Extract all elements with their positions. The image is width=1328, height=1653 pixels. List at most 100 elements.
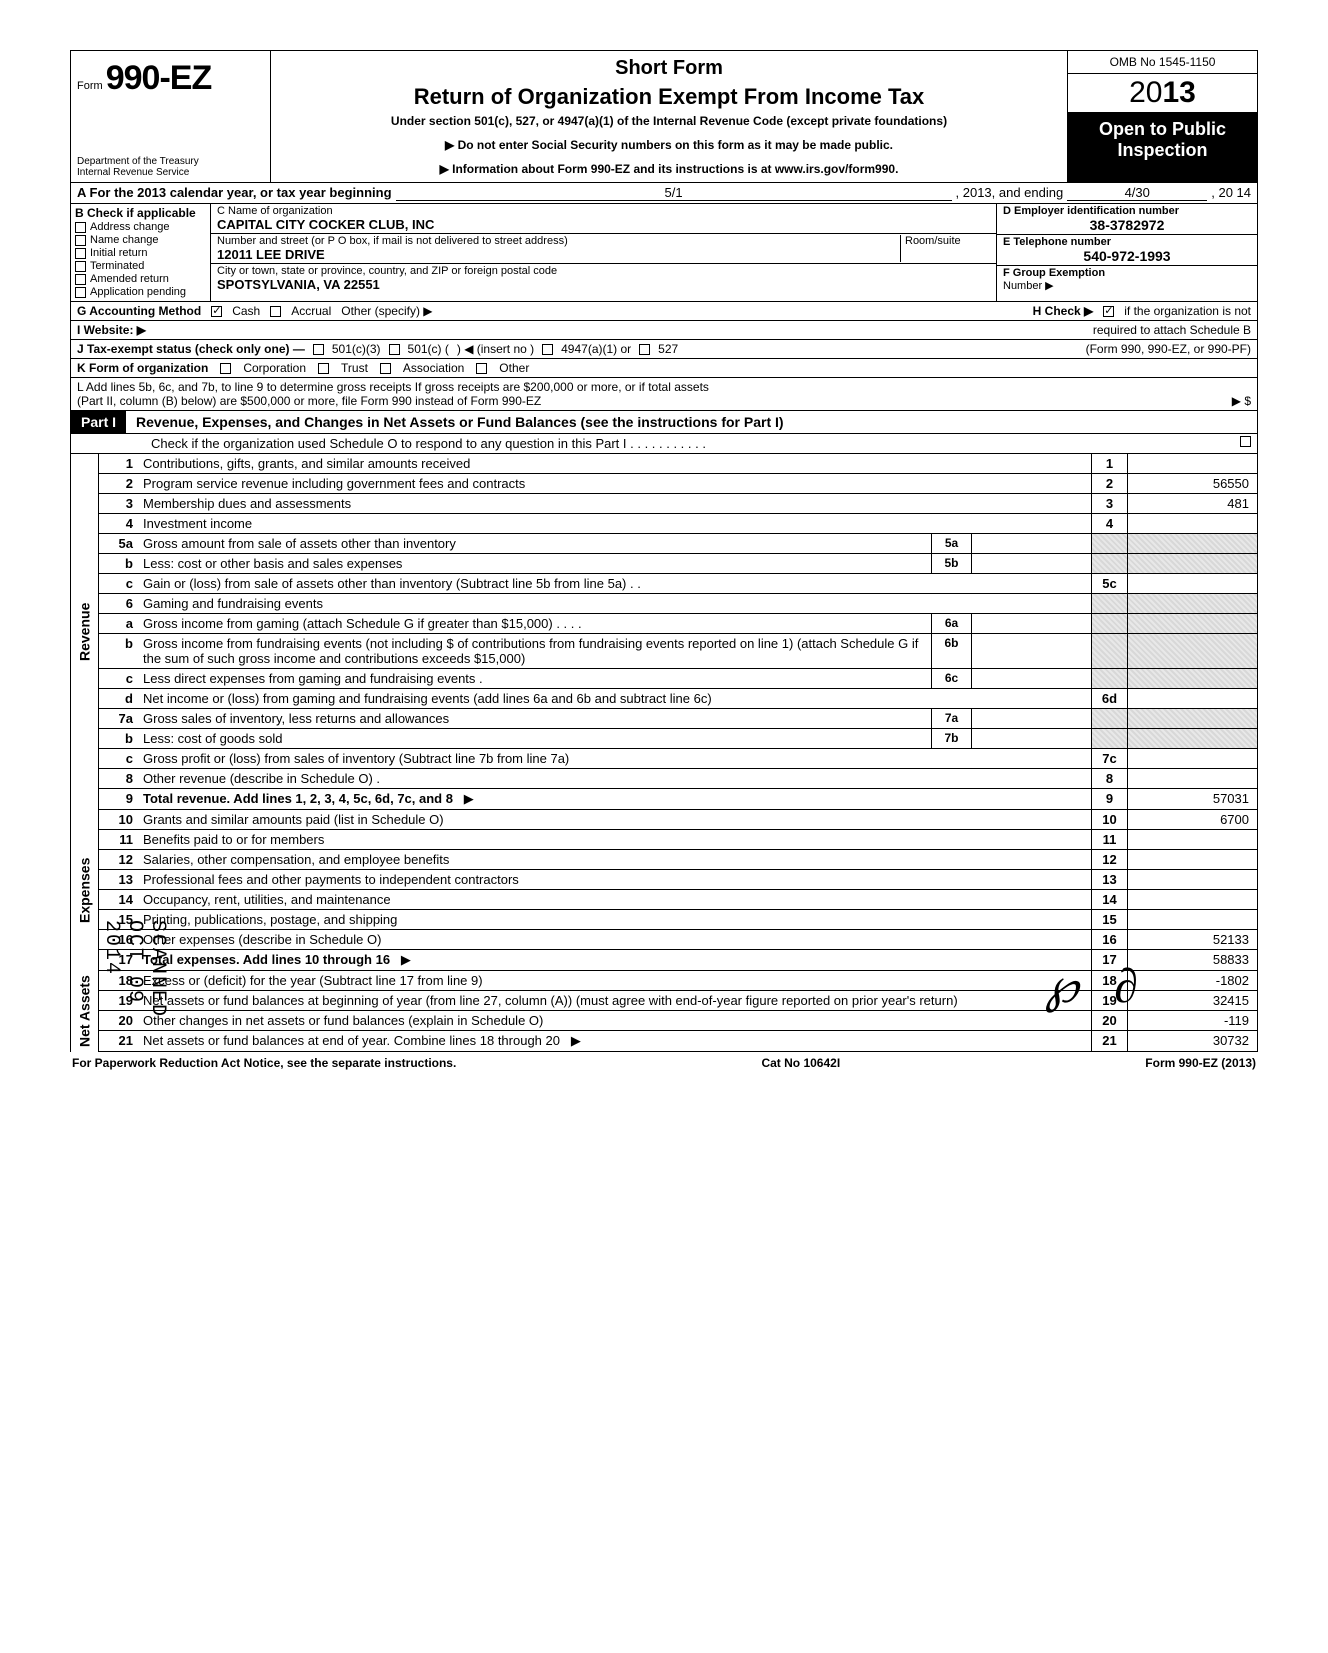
ein[interactable]: 38-3782972	[1003, 217, 1251, 233]
col-d-numbers: D Employer identification number 38-3782…	[997, 204, 1257, 301]
chk-schedule-o[interactable]	[1240, 436, 1251, 447]
val-7a[interactable]	[971, 709, 1091, 728]
chk-4947[interactable]	[542, 344, 553, 355]
col-c-org-info: C Name of organization CAPITAL CITY COCK…	[211, 204, 997, 301]
line-9: Total revenue. Add lines 1, 2, 3, 4, 5c,…	[139, 789, 1091, 809]
val-5c[interactable]	[1127, 574, 1257, 593]
val-6b[interactable]	[971, 634, 1091, 668]
line-5a: Gross amount from sale of assets other t…	[139, 534, 931, 553]
val-6c[interactable]	[971, 669, 1091, 688]
part1-header: Part I Revenue, Expenses, and Changes in…	[70, 411, 1258, 434]
val-20[interactable]: -119	[1127, 1011, 1257, 1030]
cat-no: Cat No 10642I	[761, 1056, 840, 1070]
dept-treasury: Department of the Treasury	[77, 156, 264, 167]
chk-schedule-b[interactable]	[1103, 306, 1114, 317]
revenue-label: Revenue	[70, 454, 98, 810]
chk-association[interactable]	[380, 363, 391, 374]
chk-terminated[interactable]	[75, 261, 86, 272]
tax-year: 2013	[1068, 74, 1257, 113]
chk-501c3[interactable]	[313, 344, 324, 355]
chk-initial-return[interactable]	[75, 248, 86, 259]
val-3[interactable]: 481	[1127, 494, 1257, 513]
val-8[interactable]	[1127, 769, 1257, 788]
chk-527[interactable]	[639, 344, 650, 355]
chk-app-pending[interactable]	[75, 287, 86, 298]
line-18: Excess or (deficit) for the year (Subtra…	[139, 971, 1091, 990]
line-6c: Less direct expenses from gaming and fun…	[139, 669, 931, 688]
val-9[interactable]: 57031	[1127, 789, 1257, 809]
chk-corporation[interactable]	[220, 363, 231, 374]
chk-501c[interactable]	[389, 344, 400, 355]
chk-address-change[interactable]	[75, 222, 86, 233]
line-15: Printing, publications, postage, and shi…	[139, 910, 1091, 929]
val-6a[interactable]	[971, 614, 1091, 633]
line-10: Grants and similar amounts paid (list in…	[139, 810, 1091, 829]
line-6: Gaming and fundraising events	[139, 594, 1091, 613]
line-7b: Less: cost of goods sold	[139, 729, 931, 748]
val-2[interactable]: 56550	[1127, 474, 1257, 493]
line-11: Benefits paid to or for members	[139, 830, 1091, 849]
line-4: Investment income	[139, 514, 1091, 533]
org-name[interactable]: CAPITAL CITY COCKER CLUB, INC	[217, 217, 990, 232]
val-5a[interactable]	[971, 534, 1091, 553]
col-b-checkboxes: B Check if applicable Address change Nam…	[71, 204, 211, 301]
signature-mark: ℘ ∂	[1045, 958, 1138, 1014]
val-17[interactable]: 58833	[1127, 950, 1257, 970]
val-18[interactable]: -1802	[1127, 971, 1257, 990]
form-number: 990-EZ	[106, 59, 212, 97]
form-ref: Form 990-EZ (2013)	[1145, 1056, 1256, 1070]
line-6b: Gross income from fundraising events (no…	[139, 634, 931, 668]
val-12[interactable]	[1127, 850, 1257, 869]
val-6d[interactable]	[1127, 689, 1257, 708]
val-16[interactable]: 52133	[1127, 930, 1257, 949]
val-4[interactable]	[1127, 514, 1257, 533]
year-end[interactable]: 4/30	[1067, 185, 1207, 201]
short-form-label: Short Form	[281, 57, 1057, 80]
form-header: Form 990-EZ Department of the Treasury I…	[70, 50, 1258, 183]
line-1: Contributions, gifts, grants, and simila…	[139, 454, 1091, 473]
line-5c: Gain or (loss) from sale of assets other…	[139, 574, 1091, 593]
org-street[interactable]: 12011 LEE DRIVE	[217, 247, 900, 262]
val-10[interactable]: 6700	[1127, 810, 1257, 829]
chk-amended[interactable]	[75, 274, 86, 285]
row-g-accounting: G Accounting Method Cash Accrual Other (…	[70, 302, 1258, 321]
chk-name-change[interactable]	[75, 235, 86, 246]
val-1[interactable]	[1127, 454, 1257, 473]
val-19[interactable]: 32415	[1127, 991, 1257, 1010]
info-note: ▶ Information about Form 990-EZ and its …	[281, 162, 1057, 176]
line-20: Other changes in net assets or fund bala…	[139, 1011, 1091, 1030]
val-7b[interactable]	[971, 729, 1091, 748]
subtitle: Under section 501(c), 527, or 4947(a)(1)…	[281, 114, 1057, 128]
main-title: Return of Organization Exempt From Incom…	[281, 84, 1057, 110]
val-14[interactable]	[1127, 890, 1257, 909]
expenses-label: Expenses	[70, 810, 98, 971]
form-prefix: Form	[77, 80, 103, 92]
chk-accrual[interactable]	[270, 306, 281, 317]
row-i-website: I Website: ▶ required to attach Schedule…	[70, 321, 1258, 340]
part1-subtitle: Check if the organization used Schedule …	[70, 434, 1258, 454]
line-6d: Net income or (loss) from gaming and fun…	[139, 689, 1091, 708]
chk-cash[interactable]	[211, 306, 222, 317]
chk-trust[interactable]	[318, 363, 329, 374]
year-begin[interactable]: 5/1	[396, 185, 952, 201]
page-footer: For Paperwork Reduction Act Notice, see …	[70, 1052, 1258, 1074]
line-3: Membership dues and assessments	[139, 494, 1091, 513]
form-title-block: Short Form Return of Organization Exempt…	[271, 51, 1067, 182]
line-21: Net assets or fund balances at end of ye…	[139, 1031, 1091, 1051]
dept-irs: Internal Revenue Service	[77, 167, 264, 178]
chk-other-org[interactable]	[476, 363, 487, 374]
val-21[interactable]: 30732	[1127, 1031, 1257, 1051]
telephone[interactable]: 540-972-1993	[1003, 248, 1251, 264]
expenses-section: Expenses 10Grants and similar amounts pa…	[70, 810, 1258, 971]
room-suite-label: Room/suite	[900, 235, 990, 262]
val-13[interactable]	[1127, 870, 1257, 889]
val-5b[interactable]	[971, 554, 1091, 573]
identity-grid: B Check if applicable Address change Nam…	[70, 204, 1258, 302]
val-7c[interactable]	[1127, 749, 1257, 768]
line-8: Other revenue (describe in Schedule O) .	[139, 769, 1091, 788]
line-16: Other expenses (describe in Schedule O)	[139, 930, 1091, 949]
val-15[interactable]	[1127, 910, 1257, 929]
form-meta-block: OMB No 1545-1150 2013 Open to Public Ins…	[1067, 51, 1257, 182]
org-city[interactable]: SPOTSYLVANIA, VA 22551	[217, 277, 990, 292]
val-11[interactable]	[1127, 830, 1257, 849]
